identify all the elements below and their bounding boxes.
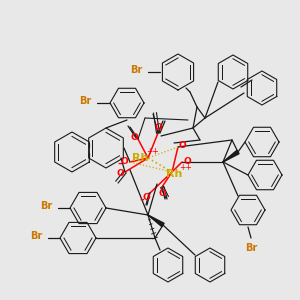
Text: O: O: [154, 124, 162, 133]
Text: O: O: [130, 133, 138, 142]
Polygon shape: [148, 215, 164, 227]
Text: Br: Br: [245, 243, 257, 253]
Text: Br: Br: [30, 231, 42, 241]
Polygon shape: [223, 150, 239, 162]
Text: Rh: Rh: [166, 169, 182, 179]
Text: Rh: Rh: [132, 153, 148, 163]
Text: O: O: [120, 158, 128, 166]
Text: -: -: [140, 195, 144, 205]
Text: -: -: [118, 159, 122, 169]
Text: O: O: [116, 169, 124, 178]
Text: O: O: [183, 158, 191, 166]
Text: Br: Br: [79, 96, 91, 106]
Text: O: O: [158, 188, 166, 197]
Text: O: O: [178, 140, 186, 149]
Text: Br: Br: [40, 201, 52, 211]
Text: Br: Br: [130, 65, 142, 75]
Text: ++: ++: [147, 148, 159, 157]
Text: O: O: [142, 194, 150, 202]
Text: ++: ++: [180, 164, 192, 172]
